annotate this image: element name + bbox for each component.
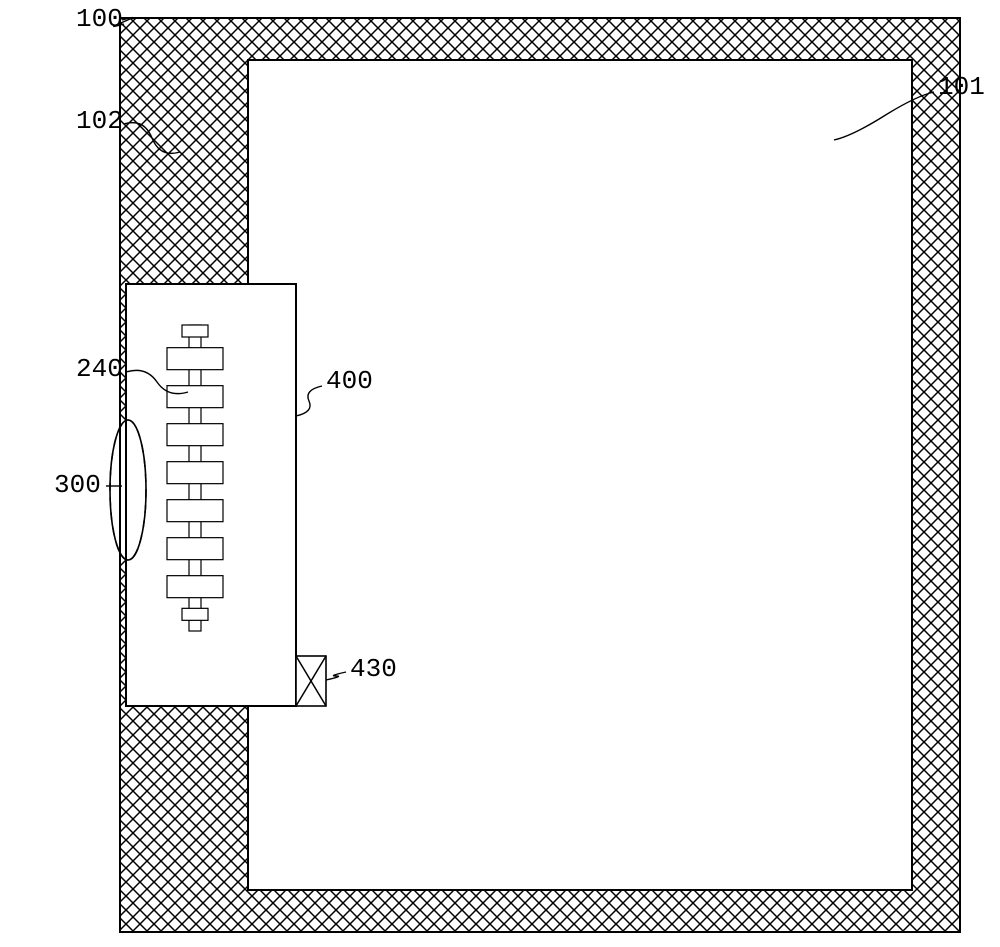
stack-bar xyxy=(167,386,223,408)
l240-label: 240 xyxy=(76,354,123,384)
l102-label: 102 xyxy=(76,106,123,136)
stack-cap-top xyxy=(182,325,208,337)
diagram-canvas: 100 101 102 240 300 400 430 xyxy=(0,0,1000,947)
stack-bar xyxy=(167,538,223,560)
l400-label: 400 xyxy=(326,366,373,396)
stack-bar xyxy=(167,424,223,446)
l100-label: 100 xyxy=(76,4,123,34)
l430-label: 430 xyxy=(350,654,397,684)
inner-white-region xyxy=(248,60,912,890)
stack-bar xyxy=(167,462,223,484)
stack-bar xyxy=(167,348,223,370)
stack-bar xyxy=(167,576,223,598)
l101-label: 101 xyxy=(938,72,985,102)
stack-bar xyxy=(167,500,223,522)
l300-label: 300 xyxy=(54,470,101,500)
stack-cap-bottom xyxy=(182,608,208,620)
